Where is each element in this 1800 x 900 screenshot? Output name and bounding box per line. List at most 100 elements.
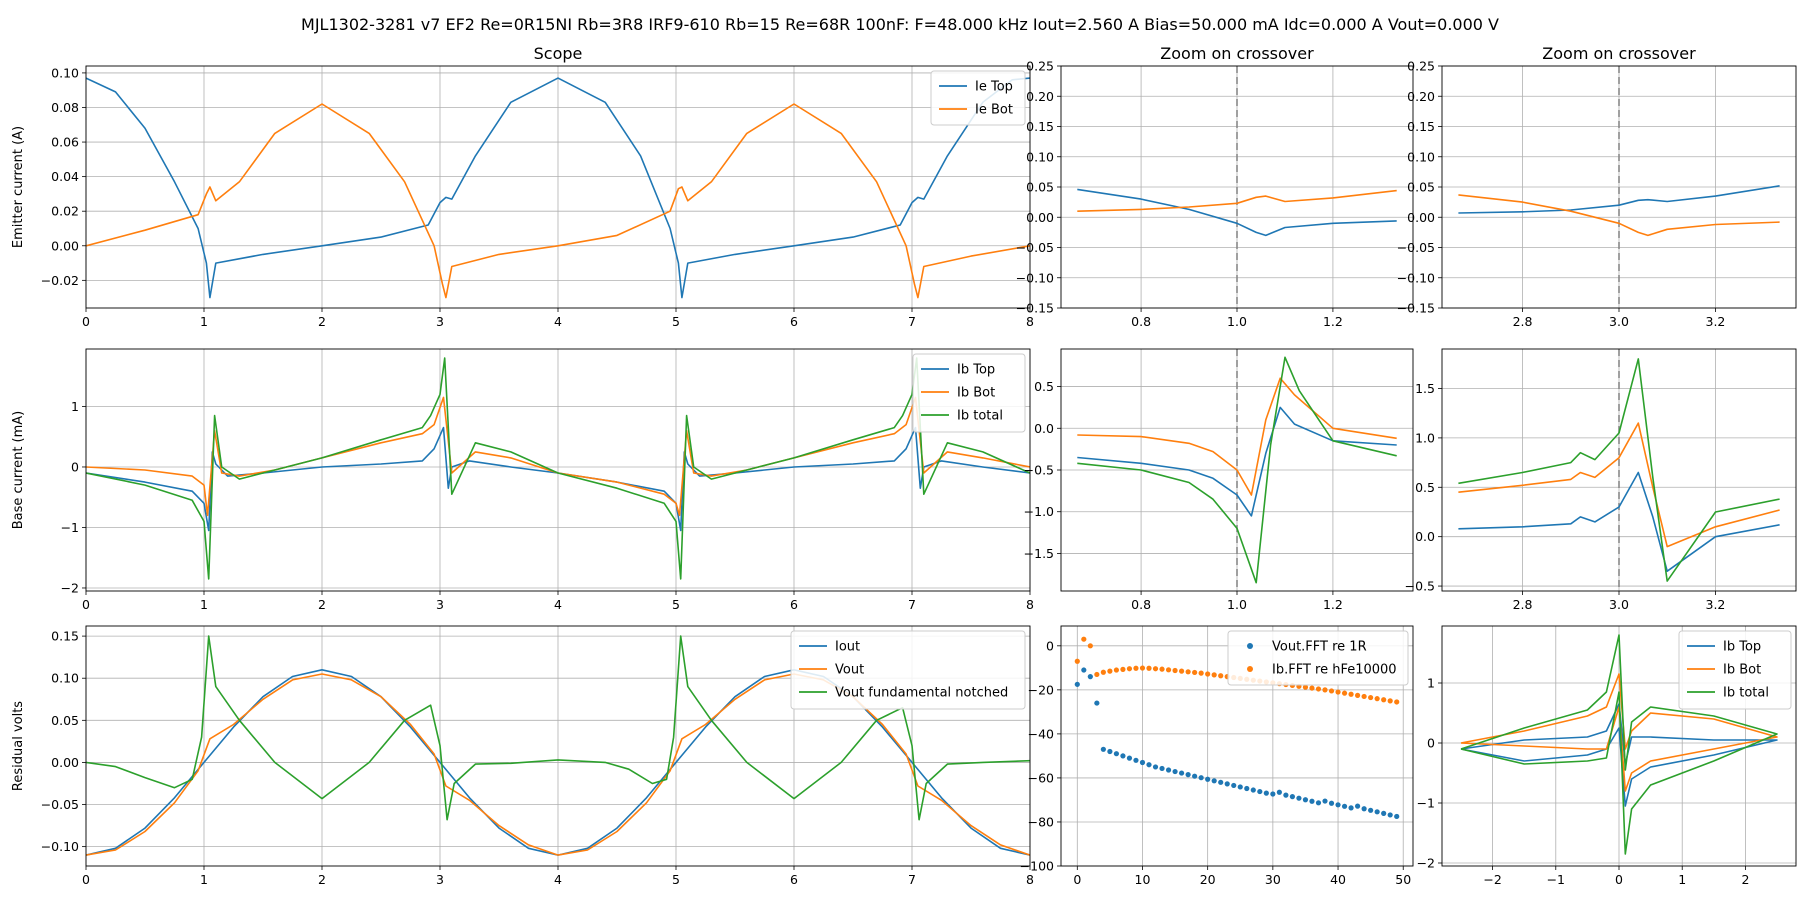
plot-area: [86, 357, 1030, 580]
x-tick-label: 20: [1200, 872, 1216, 887]
data-point: [1139, 665, 1146, 671]
y-tick-label: 0.15: [1407, 119, 1435, 134]
y-tick-label: 0.02: [51, 204, 79, 219]
y-tick-label: 0.05: [51, 713, 79, 728]
x-tick-label: 4: [554, 872, 562, 887]
y-tick-label: −0.5: [1405, 579, 1435, 594]
plot-area: [1458, 358, 1780, 582]
x-tick-label: 5: [672, 314, 680, 329]
series-line: [1077, 356, 1397, 584]
x-tick-label: 8: [1026, 872, 1034, 887]
data-point: [1087, 643, 1093, 649]
y-tick-label: 0.20: [1407, 89, 1435, 104]
y-tick-label: 1.5: [1415, 381, 1435, 396]
data-point: [1198, 775, 1204, 781]
data-point: [1276, 789, 1282, 795]
chart-zoom-ib-3: 2.8 3.0 3.2 −0.5 0.0 0.5 1.0 1.5: [1405, 348, 1797, 612]
x-tick-label: 4: [554, 314, 562, 329]
y-tick-label: 0.10: [51, 671, 79, 686]
data-point: [1328, 688, 1335, 694]
y-tick-label: 1.0: [1415, 430, 1435, 445]
series-line: [1458, 194, 1780, 237]
y-tick-label: 0.00: [51, 755, 79, 770]
data-point: [1322, 687, 1328, 693]
series-line: [86, 673, 1030, 856]
x-tick-label: 3.0: [1609, 314, 1629, 329]
data-point: [1387, 698, 1393, 704]
legend: Vout.FFT re 1R Ib.FFT re hFe10000: [1227, 630, 1409, 686]
legend-box: [790, 630, 1026, 710]
data-point: [1302, 797, 1309, 803]
y-tick-label: 0.5: [1034, 379, 1054, 394]
data-point: [1381, 697, 1387, 703]
data-point: [1094, 671, 1100, 678]
y-tick-label: 0.06: [51, 135, 79, 150]
legend-label: Ib total: [1723, 686, 1769, 701]
data-point: [1296, 795, 1302, 801]
legend-box: [912, 353, 1026, 433]
data-point: [1302, 684, 1309, 690]
y-tick-label: −100: [1020, 859, 1054, 874]
data-point: [1133, 757, 1139, 763]
x-tick-label: 7: [908, 314, 916, 329]
data-point: [1120, 666, 1126, 672]
plot-area: [1077, 356, 1397, 584]
data-point: [1322, 798, 1328, 804]
data-point: [1100, 746, 1106, 752]
data-point: [1165, 667, 1172, 673]
data-point: [1107, 668, 1113, 674]
data-point: [1094, 700, 1100, 706]
y-tick-label: 0.5: [1415, 480, 1435, 495]
y-tick-label: −60: [1028, 770, 1054, 785]
x-tick-label: 5: [672, 597, 680, 612]
y-tick-label: −0.5: [1024, 463, 1054, 478]
data-point: [1244, 785, 1250, 792]
plot-area: [1077, 188, 1397, 237]
data-point: [1218, 673, 1224, 679]
y-tick-label: 0.15: [1026, 119, 1054, 134]
x-tick-label: 3.0: [1609, 597, 1629, 612]
y-tick-label: 0.05: [1407, 180, 1435, 195]
y-tick-label: −1.0: [1024, 504, 1054, 519]
data-point: [1211, 778, 1217, 784]
y-axis-label: Emitter current (A): [11, 126, 26, 248]
data-point: [1192, 669, 1198, 676]
y-tick-label: 1: [71, 399, 79, 414]
y-tick-label: −0.05: [1397, 240, 1435, 255]
axes-title: Zoom on crossover: [1160, 44, 1314, 63]
series-line: [1458, 358, 1780, 582]
x-tick-label: 1: [200, 872, 208, 887]
axes-frame: [85, 625, 1031, 867]
data-point: [1185, 772, 1191, 778]
y-axis-label: Base current (mA): [11, 411, 26, 530]
y-tick-label: 0.20: [1026, 89, 1054, 104]
x-tick-label: 8: [1026, 597, 1034, 612]
x-tick-label: 50: [1395, 872, 1411, 887]
series-line: [1458, 422, 1780, 548]
data-point: [1361, 806, 1367, 812]
data-point: [1218, 779, 1224, 785]
data-point: [1315, 800, 1322, 806]
x-tick-label: 1.2: [1323, 314, 1343, 329]
data-point: [1113, 751, 1120, 757]
x-tick-label: 2.8: [1513, 597, 1533, 612]
axes-title: Scope: [534, 44, 583, 63]
data-point: [1368, 694, 1374, 701]
y-tick-label: 0.25: [1407, 59, 1435, 74]
x-tick-label: 7: [908, 872, 916, 887]
x-tick-label: 3: [436, 597, 444, 612]
y-tick-label: −0.10: [41, 839, 79, 854]
y-tick-label: 0.25: [1026, 59, 1054, 74]
legend-label: Vout: [835, 663, 864, 678]
data-point: [1341, 690, 1348, 696]
y-tick-label: 0.05: [1026, 180, 1054, 195]
y-tick-label: −20: [1028, 682, 1054, 697]
legend-label: Ib Bot: [957, 386, 995, 401]
y-tick-label: 0.0: [1034, 421, 1054, 436]
chart-residual: 0 1 2 3 4 5 6 7 8 −0.10 −0.05 0.00 0.05 0.10 0.15 Resid…: [11, 625, 1034, 887]
data-point: [1348, 805, 1354, 811]
data-point: [1224, 781, 1230, 787]
data-point: [1074, 681, 1080, 687]
x-tick-label: 2.8: [1513, 314, 1533, 329]
